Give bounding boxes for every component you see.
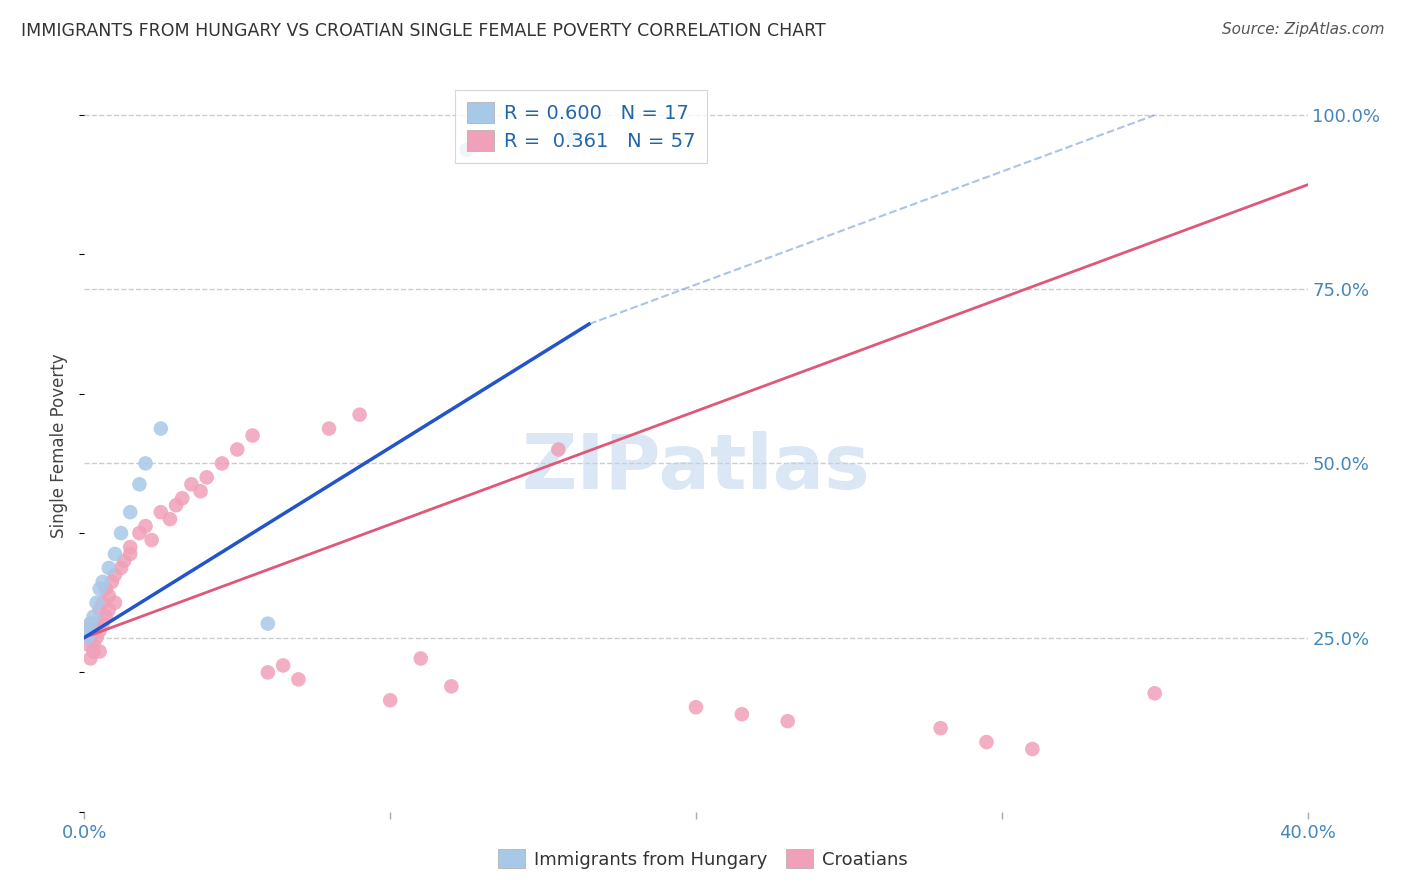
Point <box>91 616 114 631</box>
Point <box>79 616 101 631</box>
Point <box>172 491 194 506</box>
Point <box>440 679 463 693</box>
Point <box>89 624 111 638</box>
Point <box>731 707 754 722</box>
Point <box>79 651 101 665</box>
Point <box>83 644 105 658</box>
Point <box>76 638 98 652</box>
Point <box>141 533 163 547</box>
Point <box>211 457 233 471</box>
Point <box>91 574 114 589</box>
Point <box>110 561 132 575</box>
Point <box>318 421 340 435</box>
Y-axis label: Single Female Poverty: Single Female Poverty <box>51 354 69 538</box>
Point <box>94 582 117 596</box>
Point <box>776 714 799 728</box>
Point <box>101 574 124 589</box>
Point <box>128 477 150 491</box>
Legend: R = 0.600   N = 17, R =  0.361   N = 57: R = 0.600 N = 17, R = 0.361 N = 57 <box>456 90 707 162</box>
Point <box>165 498 187 512</box>
Point <box>76 624 98 638</box>
Point <box>349 408 371 422</box>
Point <box>226 442 249 457</box>
Point <box>76 624 98 638</box>
Point <box>104 596 127 610</box>
Point <box>190 484 212 499</box>
Point <box>159 512 181 526</box>
Point <box>89 582 111 596</box>
Text: Source: ZipAtlas.com: Source: ZipAtlas.com <box>1222 22 1385 37</box>
Point <box>86 631 108 645</box>
Point <box>135 519 157 533</box>
Point <box>547 442 569 457</box>
Point <box>120 540 142 554</box>
Point <box>195 470 218 484</box>
Point <box>89 644 111 658</box>
Point <box>86 596 108 610</box>
Point <box>94 609 117 624</box>
Point <box>456 143 478 157</box>
Point <box>180 477 202 491</box>
Point <box>110 526 132 541</box>
Point <box>128 526 150 541</box>
Point <box>120 547 142 561</box>
Point <box>83 616 105 631</box>
Point <box>97 589 120 603</box>
Point <box>149 421 172 435</box>
Point <box>76 631 98 645</box>
Point <box>97 603 120 617</box>
Point <box>112 554 135 568</box>
Point <box>76 631 98 645</box>
Point <box>257 665 280 680</box>
Point <box>409 651 432 665</box>
Point <box>242 428 264 442</box>
Point <box>1143 686 1166 700</box>
Point <box>83 609 105 624</box>
Point <box>104 567 127 582</box>
Point <box>89 603 111 617</box>
Point <box>97 561 120 575</box>
Point <box>83 624 105 638</box>
Point <box>976 735 998 749</box>
Legend: Immigrants from Hungary, Croatians: Immigrants from Hungary, Croatians <box>491 842 915 876</box>
Point <box>562 128 585 143</box>
Point <box>91 596 114 610</box>
Point <box>929 721 952 735</box>
Point <box>1021 742 1043 756</box>
Text: IMMIGRANTS FROM HUNGARY VS CROATIAN SINGLE FEMALE POVERTY CORRELATION CHART: IMMIGRANTS FROM HUNGARY VS CROATIAN SING… <box>21 22 825 40</box>
Point <box>83 638 105 652</box>
Point <box>271 658 294 673</box>
Point <box>287 673 309 687</box>
Text: ZIPatlas: ZIPatlas <box>522 431 870 505</box>
Point <box>257 616 280 631</box>
Point <box>149 505 172 519</box>
Point <box>79 631 101 645</box>
Point <box>135 457 157 471</box>
Point <box>120 505 142 519</box>
Point <box>685 700 707 714</box>
Point <box>104 547 127 561</box>
Point <box>380 693 402 707</box>
Point <box>79 616 101 631</box>
Point <box>86 616 108 631</box>
